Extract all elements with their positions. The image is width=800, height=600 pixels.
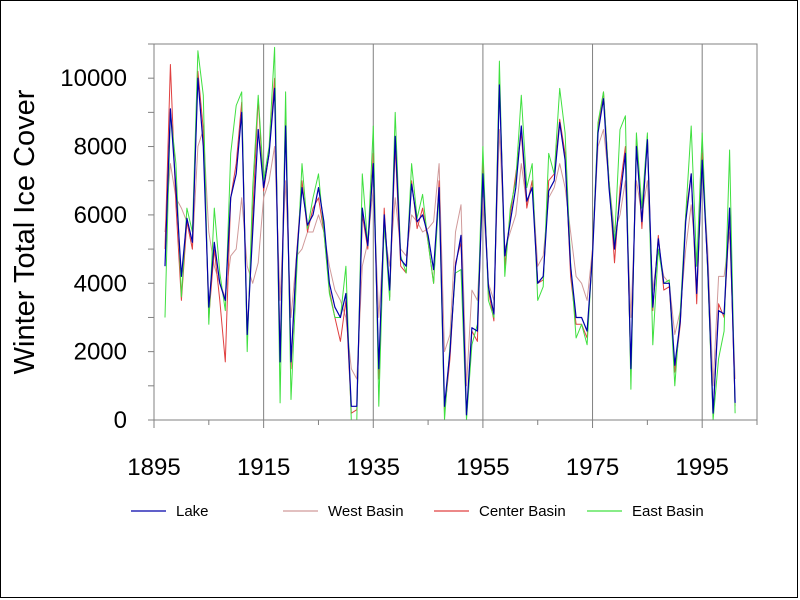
x-tick-label: 1935 — [347, 454, 400, 481]
series-line-east-basin — [164, 46, 736, 421]
y-tick-label: 6000 — [74, 202, 127, 229]
y-axis-label: Winter Total Ice Cover — [9, 89, 41, 374]
legend-label: West Basin — [328, 503, 404, 520]
series-line-lake — [164, 77, 736, 416]
y-tick-label: 4000 — [74, 270, 127, 297]
legend-label: Lake — [176, 503, 209, 520]
y-tick-label: 0 — [114, 407, 127, 434]
y-tick-label: 2000 — [74, 339, 127, 366]
grid-layer — [263, 44, 703, 420]
plot-area-border — [153, 43, 758, 421]
x-tick-label: 1895 — [127, 454, 180, 481]
x-tick-label: 1975 — [566, 454, 619, 481]
series-layer — [164, 46, 736, 421]
axis-layer: 1895 1915 1935 1955 1975 1995 0 2000 4000 6000 800… — [60, 43, 758, 481]
x-tick-label: 1915 — [237, 454, 290, 481]
x-tick-label: 1955 — [456, 454, 509, 481]
x-tick-label: 1995 — [675, 454, 728, 481]
y-tick-label: 10000 — [60, 65, 127, 92]
legend-label: Center Basin — [479, 503, 566, 520]
legend-label: East Basin — [632, 503, 704, 520]
legend: Lake West Basin Center Basin East Basin — [131, 503, 704, 520]
y-tick-label: 8000 — [74, 134, 127, 161]
